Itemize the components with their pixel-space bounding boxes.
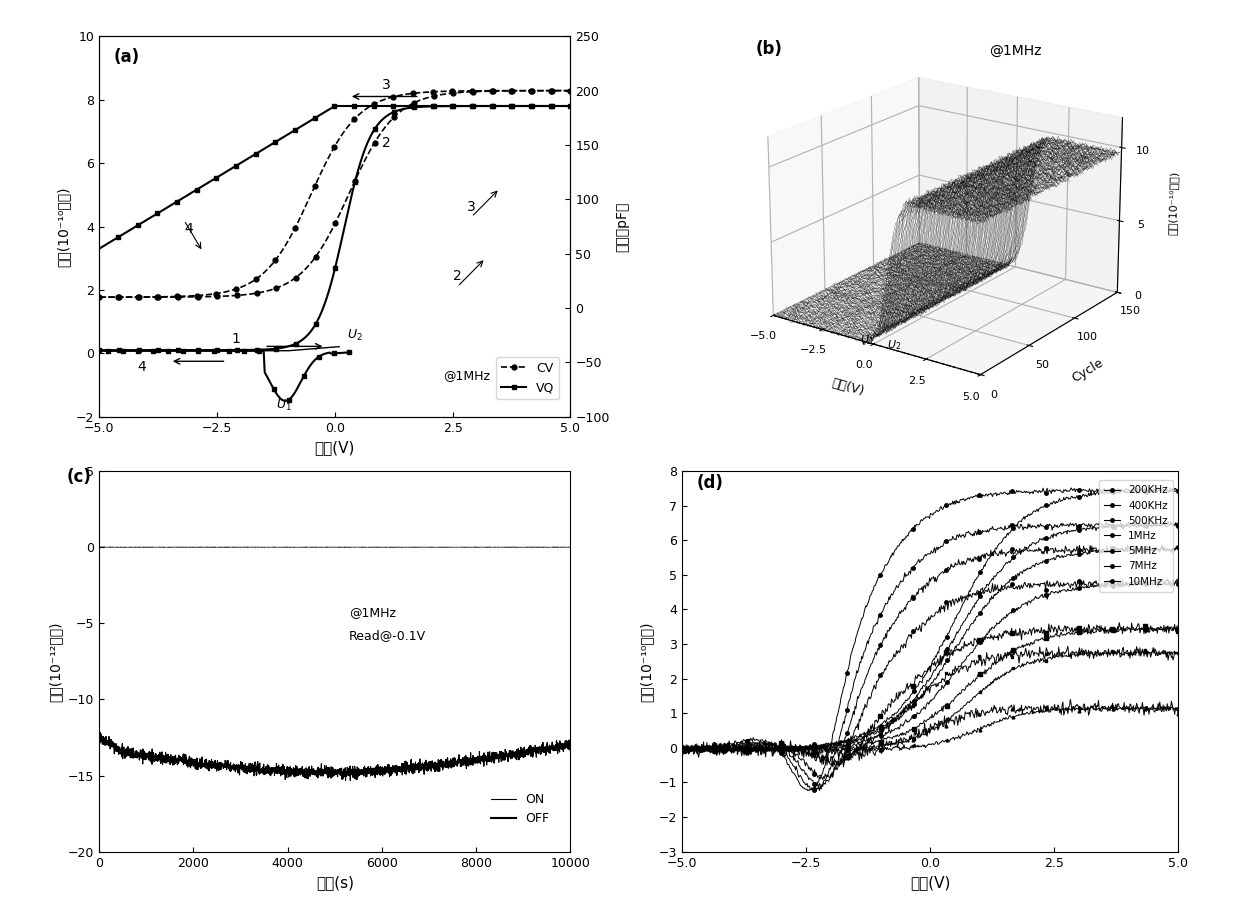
Text: 2: 2 [382,136,391,150]
Y-axis label: Cycle: Cycle [1069,356,1105,385]
Text: 2: 2 [453,269,461,284]
Y-axis label: 电容（pF）: 电容（pF） [615,201,629,252]
Text: 3: 3 [466,199,475,214]
Text: @1MHz: @1MHz [348,606,396,619]
Y-axis label: 电量(10⁻¹²库仑): 电量(10⁻¹²库仑) [48,622,62,701]
Y-axis label: 电量(10⁻¹⁰库仑): 电量(10⁻¹⁰库仑) [56,187,71,266]
X-axis label: 电压(V): 电压(V) [910,875,950,890]
Text: (c): (c) [66,467,91,486]
Legend: CV, VQ: CV, VQ [496,357,559,400]
X-axis label: 电压(V): 电压(V) [831,377,866,399]
Text: $U_2$: $U_2$ [347,328,362,343]
Text: 1: 1 [231,333,241,346]
Text: 3: 3 [382,78,391,92]
Text: $U_1$: $U_1$ [275,398,291,413]
Text: Read@-0.1V: Read@-0.1V [348,629,427,641]
Legend: ON, OFF: ON, OFF [486,788,554,830]
Legend: 200KHz, 400KHz, 500KHz, 1MHz, 5MHz, 7MHz, 10MHz: 200KHz, 400KHz, 500KHz, 1MHz, 5MHz, 7MHz… [1099,480,1173,592]
Text: 4: 4 [184,222,192,236]
Y-axis label: 电量(10⁻¹⁰库仑): 电量(10⁻¹⁰库仑) [639,622,653,701]
X-axis label: 电压(V): 电压(V) [315,440,355,455]
Text: (b): (b) [755,41,782,59]
Text: (a): (a) [113,48,139,65]
X-axis label: 时间(s): 时间(s) [316,875,353,890]
Text: @1MHz: @1MHz [443,369,490,381]
Text: (d): (d) [697,475,724,493]
Text: @1MHz: @1MHz [990,43,1042,57]
Text: 4: 4 [136,360,145,374]
